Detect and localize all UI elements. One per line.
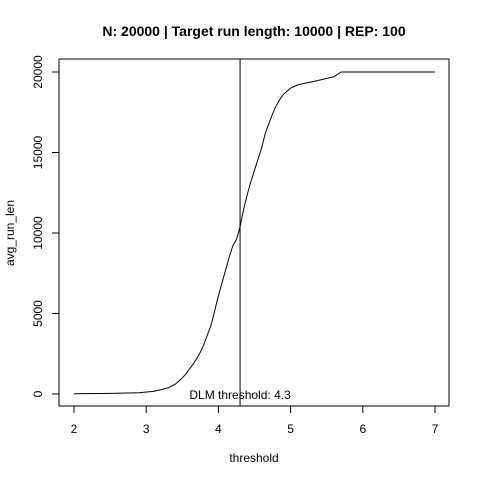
y-tick-label: 20000 — [31, 55, 45, 89]
x-tick-label: 5 — [287, 422, 294, 436]
threshold-label: DLM threshold: 4.3 — [189, 388, 291, 402]
x-tick-label: 4 — [215, 422, 222, 436]
x-tick-label: 2 — [71, 422, 78, 436]
x-tick-label: 6 — [359, 422, 366, 436]
series-line — [73, 71, 435, 395]
y-tick-label: 0 — [31, 390, 45, 397]
x-tick-label: 7 — [432, 422, 439, 436]
x-axis-label: threshold — [229, 451, 278, 465]
y-tick-label: 10000 — [31, 216, 45, 250]
y-axis-label: avg_run_len — [3, 200, 17, 266]
y-tick-label: 15000 — [31, 135, 45, 169]
x-axis: 2 3 4 5 6 7 — [71, 405, 439, 436]
x-tick-label: 3 — [143, 422, 150, 436]
y-axis: 0 5000 10000 15000 20000 — [31, 55, 60, 397]
chart-title: N: 20000 | Target run length: 10000 | RE… — [102, 23, 405, 39]
y-tick-label: 5000 — [31, 300, 45, 327]
